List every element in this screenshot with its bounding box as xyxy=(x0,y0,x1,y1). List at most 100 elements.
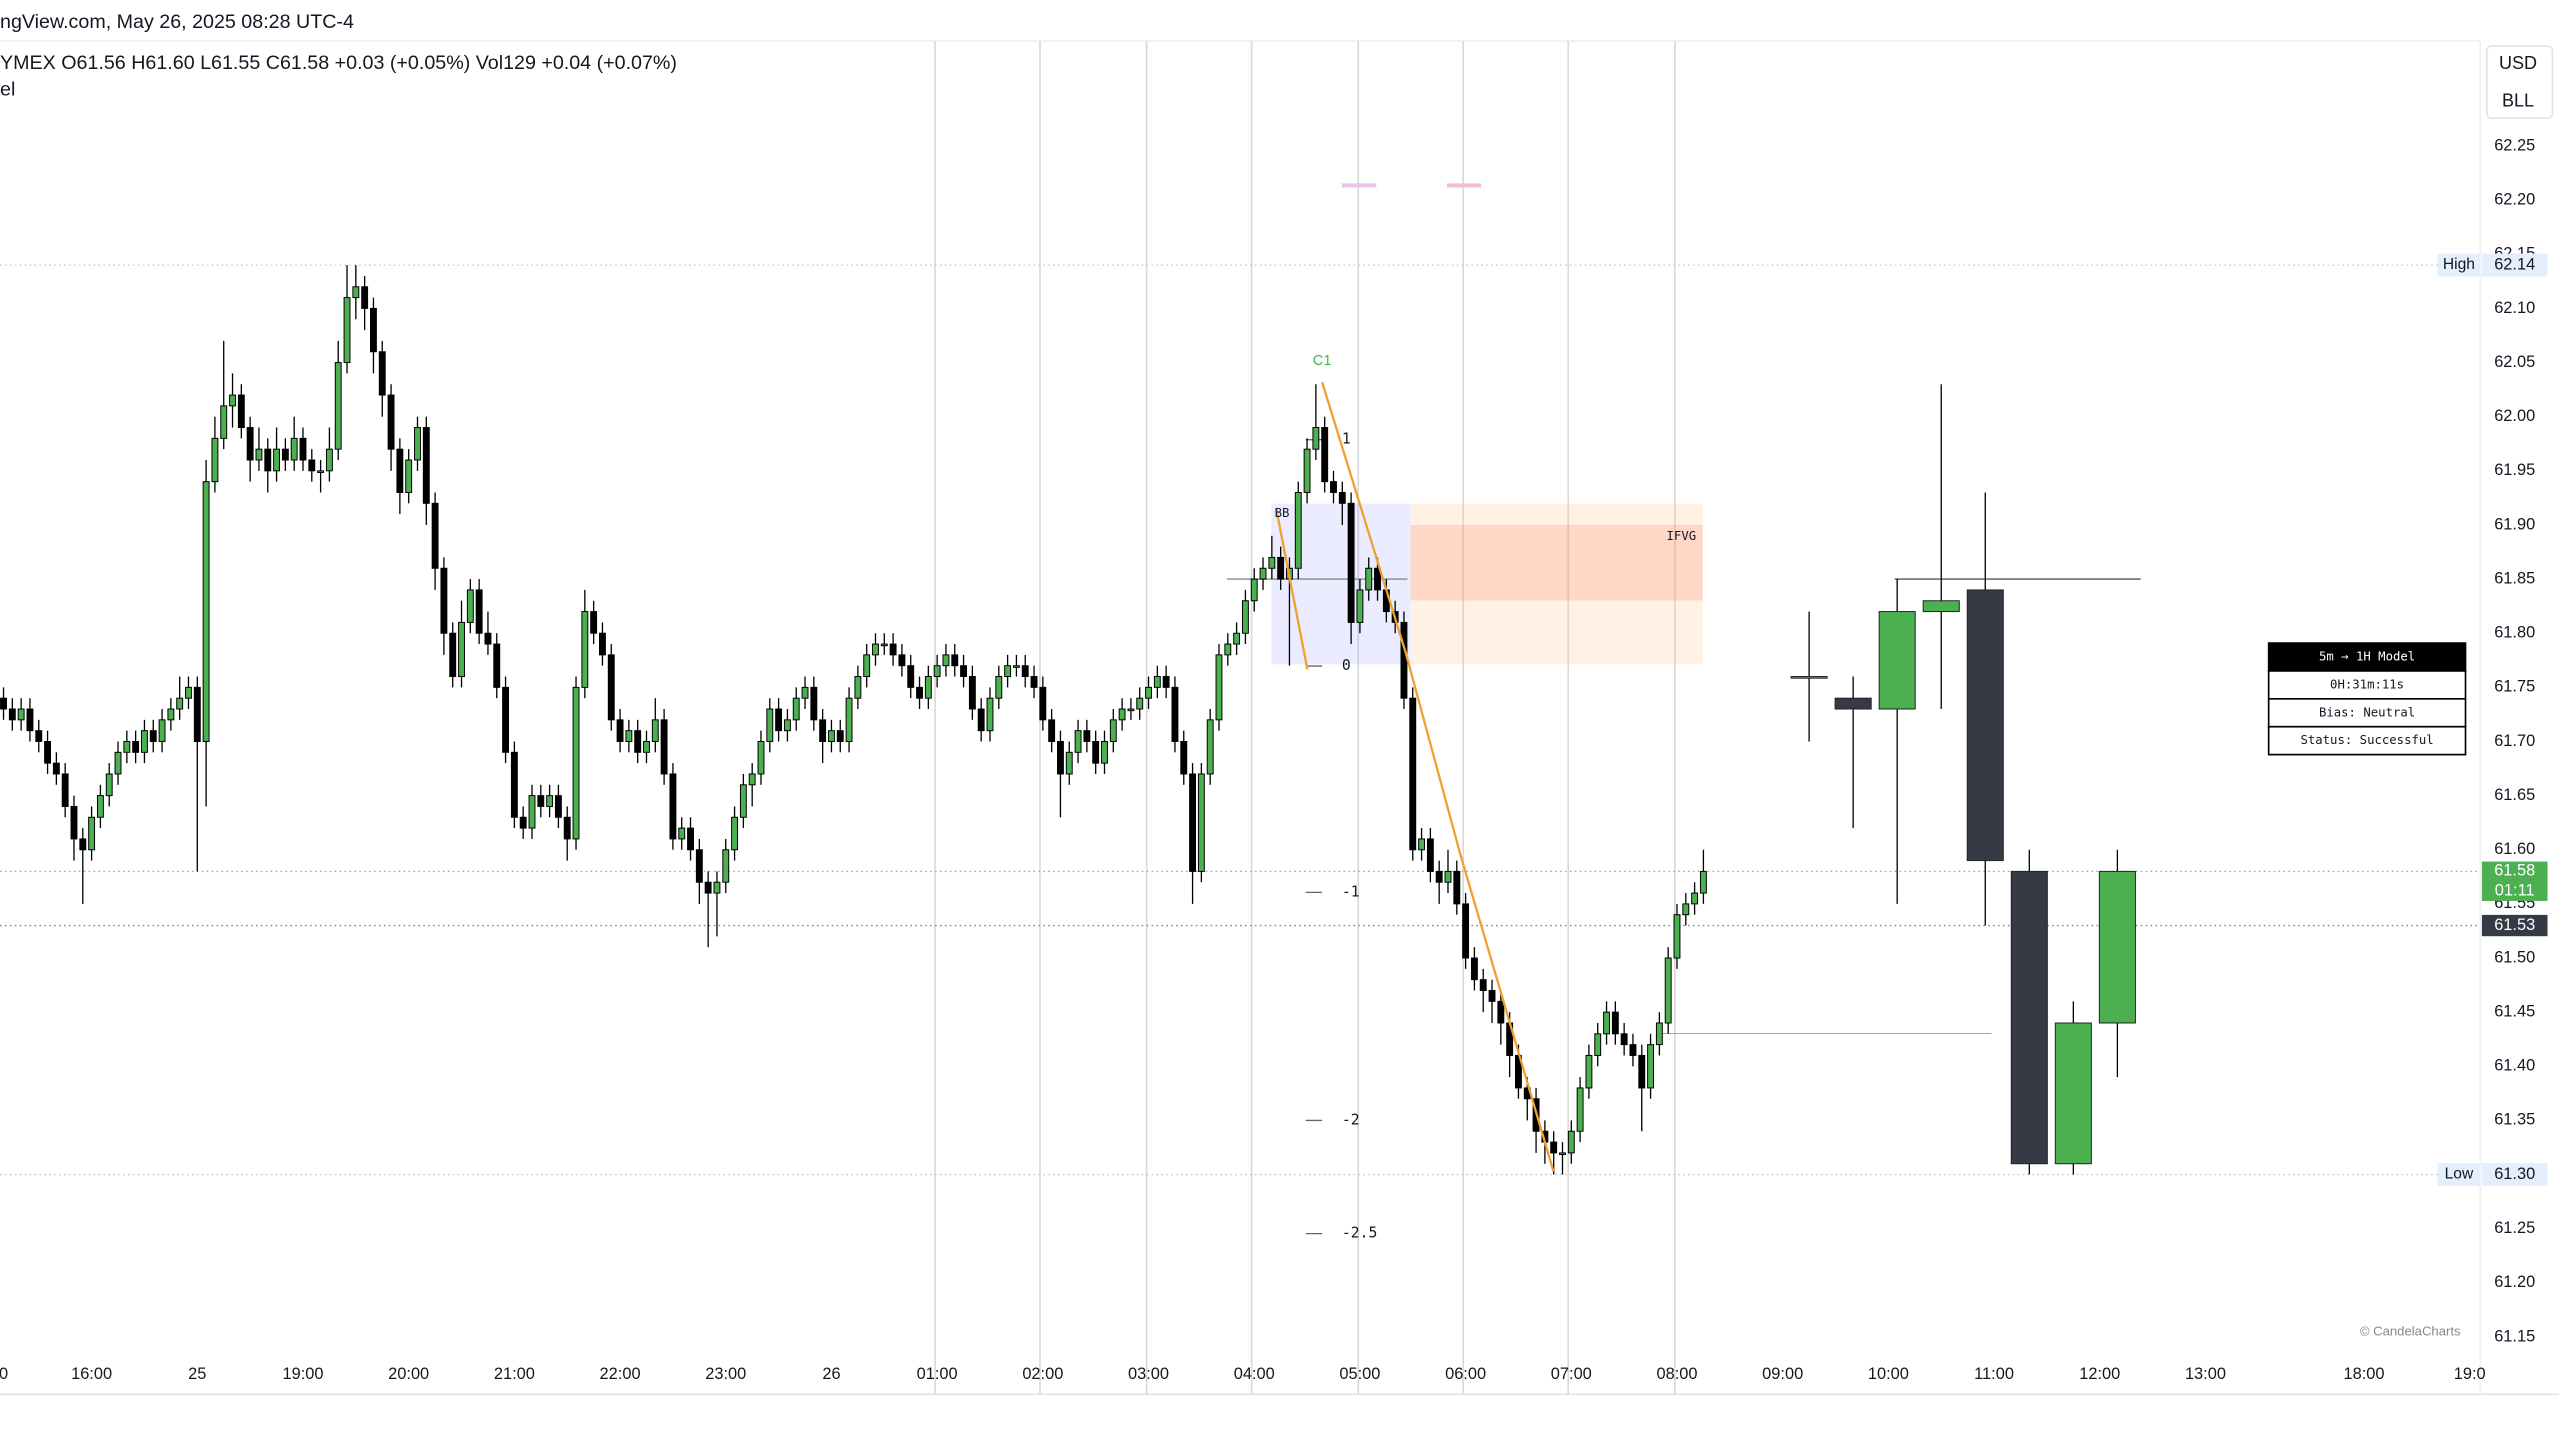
last-price: 61.58 xyxy=(2494,862,2535,880)
candle-body xyxy=(299,437,307,461)
candle-body xyxy=(8,708,16,721)
candle-body xyxy=(616,719,624,742)
candle-body xyxy=(202,481,210,742)
fib-label: -2 xyxy=(1342,1111,1360,1128)
candle-body xyxy=(1426,838,1434,872)
candle-body xyxy=(916,686,923,699)
candle-body xyxy=(1303,448,1311,493)
candle-body xyxy=(1629,1044,1637,1056)
x-tick-label: 09:00 xyxy=(1762,1365,1803,1383)
candle-body xyxy=(458,621,465,678)
candle-body xyxy=(211,437,219,483)
candle-body xyxy=(986,697,994,732)
candle-body xyxy=(819,719,827,742)
candle-body xyxy=(1092,740,1100,764)
y-tick-label: 61.75 xyxy=(2494,678,2535,696)
fib-label: 1 xyxy=(1342,431,1351,448)
price-axis: 61.15 61.20 61.25 61.30 61.35 61.40 61.45 61.50… xyxy=(2437,136,2548,1345)
candle-body xyxy=(554,795,562,818)
candle-body xyxy=(722,849,730,883)
candle-body xyxy=(325,448,333,472)
candle-body xyxy=(484,632,492,645)
currency[interactable]: USD xyxy=(2499,53,2537,73)
candle-body xyxy=(933,665,941,678)
fib-label: -1 xyxy=(1342,883,1360,900)
candle-body xyxy=(88,816,96,851)
candle-body xyxy=(625,730,633,742)
candle-body xyxy=(1136,697,1144,710)
candle-body xyxy=(1277,556,1285,580)
candle-body xyxy=(1966,589,2004,862)
candle-body xyxy=(1470,957,1478,981)
y-tick-label: 61.95 xyxy=(2494,461,2535,479)
candle-body xyxy=(70,805,78,840)
unit[interactable]: BLL xyxy=(2502,91,2534,111)
candle-body xyxy=(149,730,157,742)
price-tag-name: High xyxy=(2443,256,2475,273)
candle-body xyxy=(2054,1022,2092,1165)
x-tick-label: 26 xyxy=(822,1365,840,1383)
candle-body xyxy=(757,740,765,775)
candle-body xyxy=(1109,719,1117,742)
swing-line xyxy=(1275,508,1309,670)
candle-body xyxy=(1021,665,1029,678)
y-tick-label: 61.80 xyxy=(2494,624,2535,642)
price-tag-name: Low xyxy=(2445,1166,2474,1183)
candle-body xyxy=(79,838,87,851)
candle-body xyxy=(1118,708,1126,721)
x-tick-label: 12:00 xyxy=(2079,1365,2120,1383)
candle-body xyxy=(792,697,800,721)
candle-body xyxy=(1638,1054,1646,1089)
candle-body xyxy=(167,708,175,721)
currency-box[interactable] xyxy=(2486,45,2554,119)
candle-body xyxy=(1444,870,1452,883)
candle-body xyxy=(660,719,668,775)
candle-body xyxy=(1603,1011,1610,1035)
candle-body xyxy=(713,881,721,894)
candle-body xyxy=(1453,870,1461,905)
candle-body xyxy=(35,730,43,742)
x-tick-label: 13:00 xyxy=(2185,1365,2226,1383)
candle-body xyxy=(44,740,52,764)
candle-body xyxy=(889,643,897,656)
candle-body xyxy=(1462,903,1470,959)
candle-body xyxy=(352,286,360,299)
candle-body xyxy=(378,351,386,396)
candle-body xyxy=(1611,1011,1619,1035)
candle-body xyxy=(898,654,906,667)
candle-body xyxy=(1559,1152,1566,1156)
table-row xyxy=(2267,725,2467,756)
candle-body xyxy=(731,816,739,851)
candle-body xyxy=(695,849,703,883)
candle-body xyxy=(1206,719,1214,775)
price-tag-value: 62.14 xyxy=(2494,255,2535,273)
y-tick-label: 61.60 xyxy=(2494,840,2535,858)
x-tick-label: 18:00 xyxy=(2343,1365,2384,1383)
candle-body xyxy=(766,708,774,742)
y-tick-label: 61.65 xyxy=(2494,786,2535,804)
swing-line xyxy=(1321,381,1555,1172)
candle-body xyxy=(519,816,527,829)
prev-price: 61.53 xyxy=(2494,916,2535,934)
candle-body xyxy=(1356,589,1364,623)
y-tick-label: 61.20 xyxy=(2494,1273,2535,1291)
candle-body xyxy=(449,632,457,678)
candle-body xyxy=(1691,892,1699,905)
candle-body xyxy=(1259,567,1267,580)
x-tick-label: 0 xyxy=(0,1365,8,1383)
candle-body xyxy=(907,665,915,688)
candle-body xyxy=(1171,686,1179,742)
y-tick-label: 62.20 xyxy=(2494,190,2535,208)
candle-body xyxy=(1162,676,1170,688)
candle-body xyxy=(1312,427,1320,450)
countdown: 01:11 xyxy=(2495,881,2535,899)
candle-body xyxy=(1400,621,1408,699)
candle-body xyxy=(669,773,677,840)
candle-body xyxy=(942,654,950,667)
candle-body xyxy=(1620,1033,1628,1046)
y-tick-label: 62.00 xyxy=(2494,407,2535,425)
candle-body xyxy=(105,773,113,797)
candle-body xyxy=(1145,686,1152,699)
candle-body xyxy=(317,470,325,473)
